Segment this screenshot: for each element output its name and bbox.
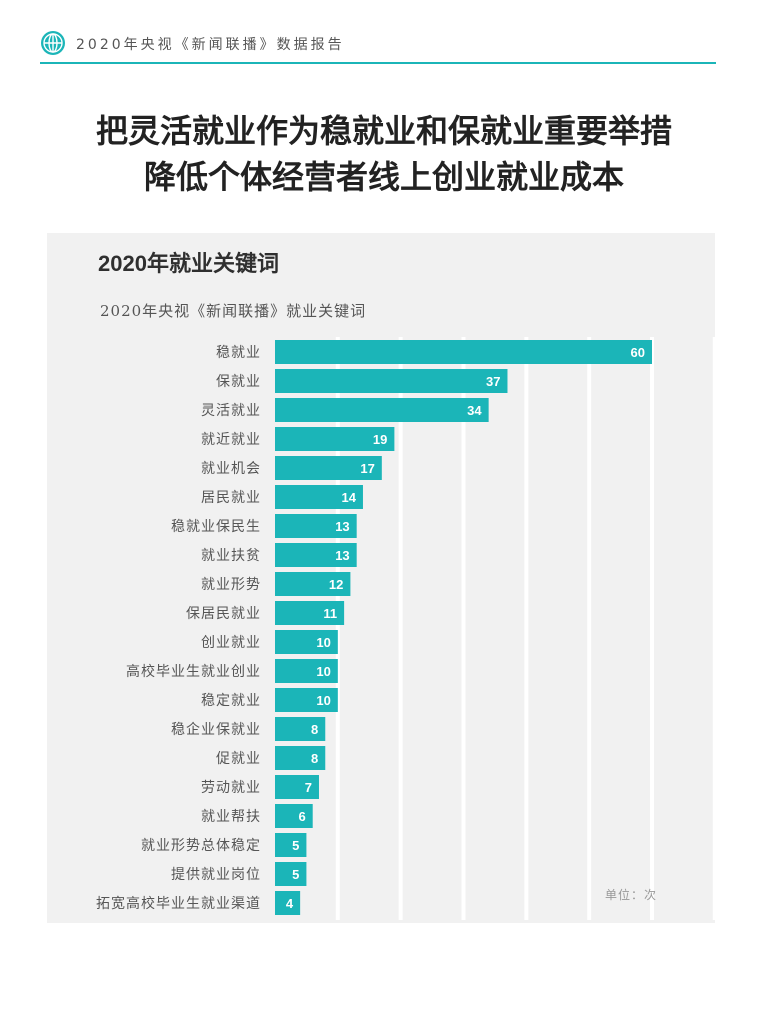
- data-label: 34: [467, 403, 482, 418]
- category-label: 就业扶贫: [201, 548, 261, 564]
- bar: [275, 427, 395, 451]
- bar: [275, 630, 338, 654]
- bar: [275, 514, 357, 538]
- bar: [275, 398, 489, 422]
- category-label: 稳定就业: [201, 693, 261, 709]
- bar: [275, 659, 338, 683]
- category-label: 稳企业保就业: [171, 721, 261, 738]
- category-label: 居民就业: [201, 490, 261, 506]
- data-label: 10: [316, 635, 330, 650]
- report-title: 2020年央视《新闻联播》数据报告: [76, 37, 345, 53]
- bar: [275, 746, 326, 770]
- data-label: 5: [292, 867, 299, 882]
- category-label: 劳动就业: [201, 780, 261, 796]
- category-label: 保就业: [216, 374, 261, 390]
- data-label: 6: [298, 809, 305, 824]
- data-label: 12: [329, 577, 343, 592]
- data-label: 8: [311, 722, 318, 737]
- headline-line-1: 把灵活就业作为稳就业和保就业重要举措: [95, 112, 672, 150]
- data-label: 4: [286, 896, 294, 911]
- bar: [275, 833, 307, 857]
- bar: [275, 717, 326, 741]
- data-label: 13: [335, 548, 349, 563]
- category-label: 创业就业: [201, 635, 261, 651]
- data-label: 19: [373, 432, 387, 447]
- data-label: 7: [305, 780, 312, 795]
- category-label: 就业帮扶: [201, 809, 261, 825]
- unit-label: 单位：次: [605, 888, 658, 902]
- bar: [275, 804, 313, 828]
- data-label: 10: [316, 693, 330, 708]
- chart-subtitle: 2020年央视《新闻联播》就业关键词: [100, 302, 367, 320]
- category-label: 就业形势: [201, 577, 261, 593]
- bar: [275, 369, 508, 393]
- category-label: 拓宽高校毕业生就业渠道: [96, 895, 261, 912]
- bar: [275, 572, 351, 596]
- data-label: 60: [631, 345, 645, 360]
- data-label: 5: [292, 838, 299, 853]
- bar: [275, 601, 345, 625]
- data-label: 11: [323, 606, 337, 621]
- category-label: 就业机会: [201, 461, 261, 477]
- plot-area: [275, 337, 711, 920]
- category-label: 保居民就业: [186, 606, 261, 622]
- report-header: 2020年央视《新闻联播》数据报告: [40, 28, 716, 64]
- bar: [275, 485, 363, 509]
- globe-icon: [41, 31, 65, 55]
- data-label: 8: [311, 751, 318, 766]
- panel-title: 2020年就业关键词: [98, 251, 279, 276]
- category-label: 就业形势总体稳定: [141, 838, 261, 854]
- category-label: 促就业: [216, 751, 261, 767]
- bar: [275, 688, 338, 712]
- bar: [275, 456, 382, 480]
- data-label: 17: [360, 461, 374, 476]
- category-label: 灵活就业: [201, 403, 261, 419]
- category-label: 稳就业: [216, 345, 261, 361]
- data-label: 10: [316, 664, 330, 679]
- data-label: 13: [335, 519, 349, 534]
- category-label: 提供就业岗位: [171, 867, 261, 883]
- category-label: 就近就业: [201, 432, 261, 448]
- bar: [275, 891, 301, 915]
- bar: [275, 775, 319, 799]
- bar: [275, 862, 307, 886]
- category-label: 稳就业保民生: [171, 519, 261, 535]
- headline-line-2: 降低个体经营者线上创业就业成本: [143, 158, 624, 196]
- bar: [275, 340, 652, 364]
- data-label: 14: [341, 490, 356, 505]
- bar: [275, 543, 357, 567]
- data-label: 37: [486, 374, 500, 389]
- category-label: 高校毕业生就业创业: [126, 663, 261, 680]
- header-divider: [40, 62, 716, 64]
